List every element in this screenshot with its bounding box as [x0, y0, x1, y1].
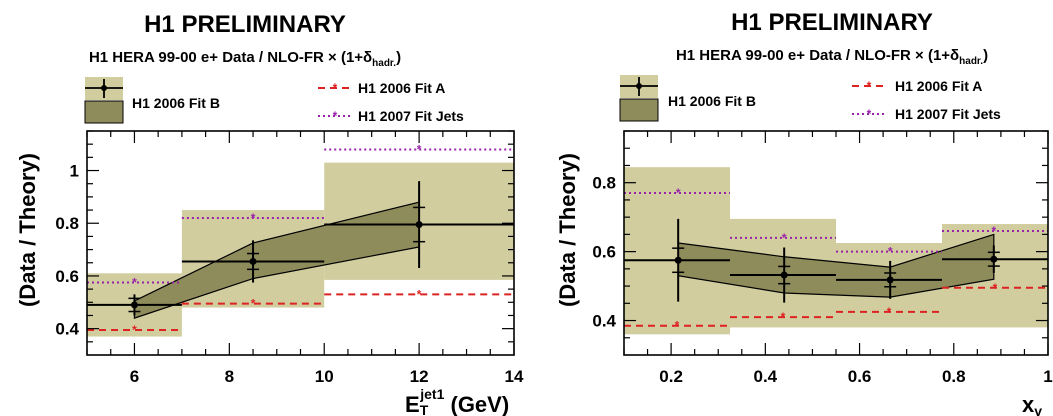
- jets-marker-bin-1: *: [251, 211, 256, 225]
- right-chart-panel: H1 PRELIMINARY H1 HERA 99-00 e+ Data / N…: [555, 9, 1053, 416]
- chart-subtitle: H1 HERA 99-00 e+ Data / NLO-FR × (1+δhad…: [676, 47, 988, 67]
- jets-marker-bin-2: *: [417, 142, 422, 156]
- fitA-marker-bin-0: *: [132, 323, 137, 337]
- legend-fitA-label: H1 2006 Fit A: [895, 78, 982, 94]
- data-point-1: [249, 257, 257, 265]
- jets-marker-bin-1: *: [782, 231, 787, 245]
- legend-fitB-label: H1 2006 Fit B: [132, 95, 220, 111]
- y-tick-label: 0.4: [55, 320, 79, 339]
- fitA-marker-bin-1: *: [781, 310, 786, 324]
- chart-subtitle: H1 HERA 99-00 e+ Data / NLO-FR × (1+δhad…: [89, 49, 401, 69]
- plot-area: * * * * * * * * 0.2 0.4 0.6 0.8 1 0.4 0.6 0.8: [592, 130, 1053, 386]
- x-tick-label: 14: [505, 367, 524, 386]
- data-point-1: [780, 271, 788, 279]
- x-tick-label: 8: [225, 367, 234, 386]
- legend: H1 2006 Fit B * H1 2006 Fit A * H1 2007 …: [84, 77, 464, 124]
- plot-area: * * * * * * 6 8 10 12 14 0.4 0.6 0.8 1: [55, 130, 524, 386]
- x-tick-label: 0.2: [659, 367, 683, 386]
- x-tick-label: 0.6: [848, 367, 872, 386]
- y-axis-label: (Data / Theory): [555, 153, 580, 307]
- data-point-0: [130, 301, 138, 309]
- data-point-0: [674, 256, 682, 264]
- legend-fitB-label: H1 2006 Fit B: [668, 93, 756, 109]
- x-tick-label: 10: [315, 367, 334, 386]
- fitB-band: [677, 233, 995, 298]
- y-tick-label: 0.4: [592, 312, 616, 331]
- y-tick-label: 1: [70, 162, 79, 181]
- legend-fitA-marker: *: [867, 79, 872, 93]
- jets-marker-bin-3: *: [991, 224, 996, 238]
- fitA-marker-bin-2: *: [887, 305, 892, 319]
- data-point-2: [886, 276, 894, 284]
- left-chart-panel: H1 PRELIMINARY H1 HERA 99-00 e+ Data / N…: [15, 11, 524, 416]
- y-tick-label: 0.6: [55, 267, 79, 286]
- fitA-marker-bin-2: *: [417, 287, 422, 301]
- jets-marker-bin-2: *: [888, 245, 893, 259]
- x-axis-label: ETjet1 (GeV): [405, 386, 509, 416]
- x-tick-label: 1: [1043, 367, 1052, 386]
- y-tick-label: 0.6: [592, 243, 616, 262]
- jets-marker-bin-0: *: [132, 276, 137, 290]
- x-tick-label: 0.8: [942, 367, 966, 386]
- legend-jets-marker: *: [333, 109, 338, 123]
- jets-marker-bin-0: *: [676, 186, 681, 200]
- legend-fitB-swatch: [619, 98, 659, 122]
- x-tick-label: 12: [410, 367, 429, 386]
- y-axis-label: (Data / Theory): [15, 153, 40, 307]
- legend-jets-label: H1 2007 Fit Jets: [358, 108, 464, 124]
- fitA-marker-bin-1: *: [251, 297, 256, 311]
- legend-data-marker: [636, 83, 642, 89]
- legend-data-marker: [101, 85, 107, 91]
- legend-fitB-swatch: [84, 100, 124, 124]
- fitA-marker-bin-0: *: [675, 319, 680, 333]
- y-tick-label: 0.8: [592, 174, 616, 193]
- x-tick-label: 0.4: [754, 367, 778, 386]
- chart-title: H1 PRELIMINARY: [731, 9, 933, 36]
- legend-fitA-marker: *: [333, 81, 338, 95]
- data-point-2: [415, 221, 423, 229]
- x-tick-label: 6: [130, 367, 139, 386]
- legend-jets-label: H1 2007 Fit Jets: [895, 106, 1001, 122]
- fitA-marker-bin-3: *: [993, 281, 998, 295]
- data-point-3: [990, 255, 998, 263]
- y-tick-label: 0.8: [55, 214, 79, 233]
- chart-title: H1 PRELIMINARY: [144, 11, 346, 38]
- legend-fitA-label: H1 2006 Fit A: [358, 80, 445, 96]
- legend-jets-marker: *: [867, 107, 872, 121]
- x-axis-label: xγ: [1022, 392, 1042, 416]
- legend: H1 2006 Fit B * H1 2006 Fit A * H1 2007 …: [619, 75, 1001, 122]
